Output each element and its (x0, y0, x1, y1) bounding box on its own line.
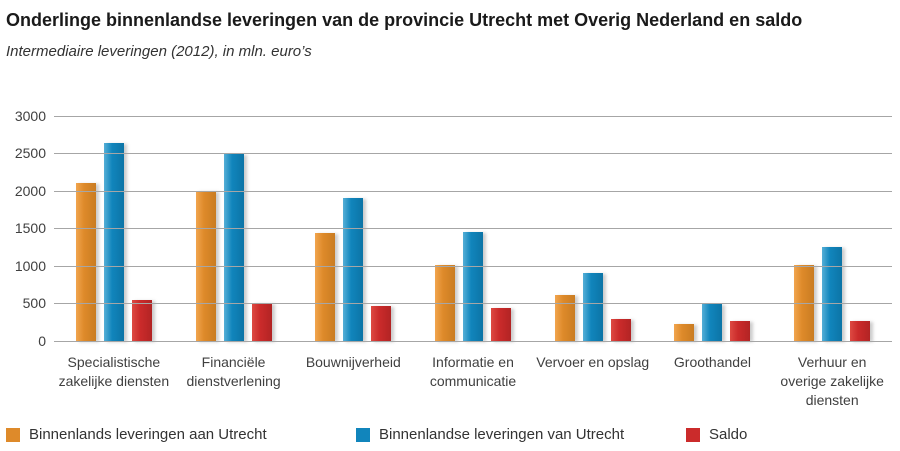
bar-series-0-cat-0[interactable] (75, 183, 96, 341)
bar-series-2-cat-3[interactable] (491, 308, 512, 341)
legend: Binnenlands leveringen aan Utrecht Binnen… (6, 426, 894, 443)
gridline (54, 153, 892, 154)
y-axis: 0 500 1000 1500 2000 2500 3000 (6, 108, 48, 349)
y-tick-label: 1000 (14, 258, 46, 274)
x-axis-label: Vervoer en opslag (536, 354, 650, 370)
legend-swatch-icon (686, 427, 700, 442)
gridline (54, 266, 892, 267)
y-tick-label: 1500 (14, 220, 46, 236)
bar-series-2-cat-2[interactable] (371, 306, 392, 341)
bar-series-2-cat-6[interactable] (850, 321, 871, 341)
x-axis-label: Verhuur en overige zakelijke diensten (780, 354, 884, 408)
y-tick-label: 3000 (14, 108, 46, 124)
y-tick-label: 2000 (14, 183, 46, 199)
bar-series-1-cat-0[interactable] (103, 143, 124, 341)
bar-series-1-cat-4[interactable] (582, 273, 603, 341)
bar-series-1-cat-2[interactable] (343, 198, 364, 341)
bar-series-2-cat-4[interactable] (610, 319, 631, 341)
bar-series-1-cat-5[interactable] (702, 304, 723, 341)
x-axis-labels: Specialistische zakelijke diensten Financ… (54, 353, 892, 410)
x-axis-label: Specialistische zakelijke diensten (58, 354, 170, 389)
y-tick-label: 2500 (14, 145, 46, 161)
x-axis-label: Informatie en communicatie (429, 354, 517, 389)
gridline (54, 228, 892, 229)
legend-label: Saldo (709, 426, 748, 443)
y-tick-label: 0 (38, 333, 46, 349)
bar-group (533, 116, 653, 341)
bar-series-0-cat-4[interactable] (554, 295, 575, 341)
legend-swatch-icon (356, 427, 370, 442)
bar-group (293, 116, 413, 341)
plot-area (54, 116, 892, 342)
bar-series-2-cat-1[interactable] (251, 303, 272, 341)
x-axis-label: Financiële dienstverlening (186, 354, 281, 389)
legend-swatch-icon (6, 427, 20, 442)
gridline (54, 303, 892, 304)
bar-series-1-cat-6[interactable] (822, 247, 843, 341)
bar-group (54, 116, 174, 341)
x-axis-label: Groothandel (673, 354, 751, 370)
legend-item[interactable]: Binnenlandse leveringen van Utrecht (356, 426, 686, 443)
gridline (54, 191, 892, 192)
y-tick-label: 500 (22, 295, 46, 311)
bar-chart: 0 500 1000 1500 2000 2500 3000 (6, 108, 894, 349)
gridline (54, 341, 892, 342)
chart-subtitle: Intermediaire leveringen (2012), in mln.… (6, 43, 312, 60)
bar-series-1-cat-1[interactable] (223, 154, 244, 341)
bar-series-0-cat-2[interactable] (315, 233, 336, 341)
legend-label: Binnenlands leveringen aan Utrecht (29, 426, 267, 443)
chart-title: Onderlinge binnenlandse leveringen van d… (6, 10, 803, 30)
bar-series-2-cat-5[interactable] (730, 321, 751, 341)
bar-series-1-cat-3[interactable] (463, 232, 484, 341)
bar-series-0-cat-5[interactable] (674, 324, 695, 341)
legend-item[interactable]: Binnenlands leveringen aan Utrecht (6, 426, 356, 443)
x-axis-label: Bouwnijverheid (305, 354, 401, 370)
bar-series-2-cat-0[interactable] (131, 300, 152, 341)
legend-item[interactable]: Saldo (686, 426, 747, 443)
legend-label: Binnenlandse leveringen van Utrecht (379, 426, 625, 443)
gridline (54, 116, 892, 117)
bar-group (653, 116, 773, 341)
